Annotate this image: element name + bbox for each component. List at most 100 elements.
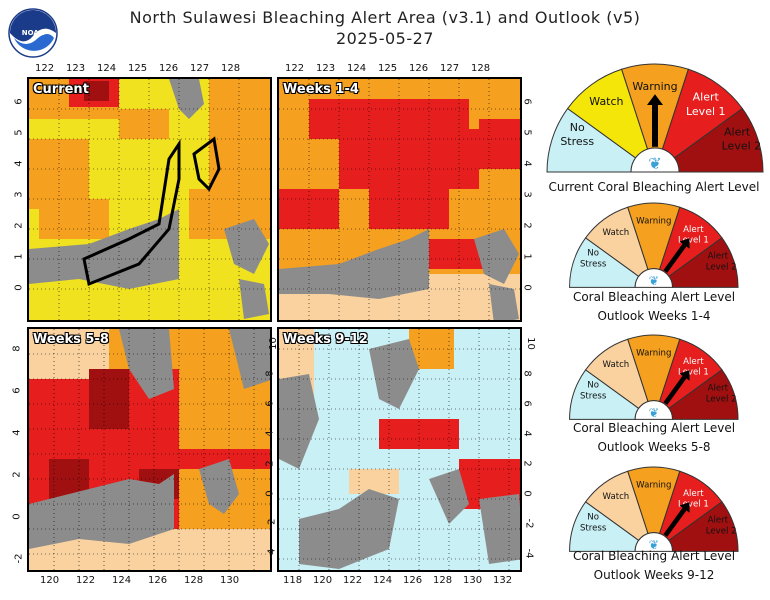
lat-tick: 5 [521, 129, 533, 136]
gauge-segment-label: Level 2 [722, 139, 762, 152]
gauge-subcaption: Outlook Weeks 5-8 [597, 440, 711, 454]
gauge-needle [663, 243, 687, 273]
gauge-segment-label: Warning [632, 80, 677, 93]
coral-glyph: ❦ [648, 154, 661, 173]
lon-tick: 126 [403, 575, 423, 586]
gauge-needle-head [679, 370, 690, 381]
gauge-segment-label: Warning [636, 480, 671, 490]
lon-tick: 128 [433, 575, 453, 586]
lat-tick: 2 [521, 222, 533, 229]
gauge-segment-label: Level 2 [706, 395, 737, 405]
lat-tick: -2 [266, 518, 278, 529]
gauge-subcaption: Outlook Weeks 1-4 [597, 309, 711, 323]
gauge-segment-label: Watch [603, 492, 630, 502]
gauge-segment-label: No [570, 121, 585, 134]
lat-tick: 2 [11, 471, 23, 478]
gauge-segment-label: No [587, 380, 599, 390]
lon-tick: 130 [463, 575, 483, 586]
lat-tick: 2 [521, 460, 533, 467]
gauge-caption: Coral Bleaching Alert Level [572, 549, 736, 563]
lat-tick: 0 [521, 490, 533, 497]
gauge-segment-label: Alert [708, 252, 729, 262]
map-panel-weeks-5-8: Weeks 5-8 [27, 327, 272, 572]
lat-tick: 8 [521, 370, 533, 377]
gauge-caption: Coral Bleaching Alert Level [572, 421, 736, 435]
gauge-segment-label: Watch [603, 360, 630, 370]
gauge-segment-label: Alert [683, 489, 704, 499]
lon-tick: 124 [347, 63, 367, 74]
gauge-segment-label: Watch [603, 228, 630, 238]
lon-tick: 124 [97, 63, 117, 74]
lat-tick: 6 [13, 98, 25, 105]
gauge-needle [663, 375, 687, 405]
lat-tick: 3 [521, 191, 533, 198]
gauge-segment-label: Level 2 [706, 263, 737, 273]
gauge-segment-label: Alert [683, 357, 704, 367]
lon-tick: 118 [283, 575, 303, 586]
lat-tick: -2 [523, 518, 535, 529]
lat-tick: 2 [264, 460, 276, 467]
gauge-caption: Current Coral Bleaching Alert Level [548, 180, 760, 194]
lon-tick: 120 [313, 575, 333, 586]
lon-tick: 124 [373, 575, 393, 586]
gauge-needle-head [679, 502, 690, 513]
lon-tick: 122 [76, 575, 96, 586]
lat-tick: 6 [521, 400, 533, 407]
gauge-needle-head [647, 94, 663, 106]
gauge-segment-label: Warning [636, 216, 671, 226]
gauge-segment-label: No [587, 512, 599, 522]
lon-tick: 122 [35, 63, 55, 74]
map-panel-current: Current [27, 77, 272, 322]
gauge-needle-head [679, 238, 690, 249]
lat-tick: 4 [521, 160, 533, 167]
lon-tick: 125 [378, 63, 398, 74]
coral-glyph: ❦ [649, 405, 659, 420]
lon-tick: 128 [184, 575, 204, 586]
lat-tick: 6 [521, 98, 533, 105]
gauge-segment-label: Stress [580, 259, 607, 269]
gauge-segment-label: Alert [693, 91, 720, 104]
gauge-segment-label: Level 2 [706, 527, 737, 537]
gauge-subcaption: Outlook Weeks 9-12 [593, 568, 715, 582]
lat-tick: -4 [523, 548, 535, 559]
lat-tick: 4 [13, 160, 25, 167]
lon-tick: 128 [221, 63, 241, 74]
lat-tick: 0 [521, 284, 533, 291]
lat-tick: 1 [521, 253, 533, 260]
coral-icon [634, 532, 674, 552]
lon-tick: 126 [148, 575, 168, 586]
page-date: 2025-05-27 [336, 29, 434, 48]
lat-tick: 6 [264, 400, 276, 407]
lat-tick: 4 [521, 430, 533, 437]
coral-icon [630, 147, 680, 173]
coral-icon [634, 268, 674, 288]
panel-label-weeks-1-4: Weeks 1-4 [283, 82, 359, 97]
lat-tick: 10 [524, 337, 536, 350]
lon-tick: 123 [66, 63, 86, 74]
lat-tick: 3 [13, 191, 25, 198]
gauge-segment-label: Alert [708, 516, 729, 526]
logo-text: NOAA [22, 29, 45, 37]
lon-tick: 122 [285, 63, 305, 74]
panel-label-weeks-5-8: Weeks 5-8 [33, 332, 109, 347]
lat-tick: -4 [266, 548, 278, 559]
gauge-segment-label: Stress [580, 391, 607, 401]
lat-tick: 2 [13, 222, 25, 229]
panel-label-current: Current [33, 82, 89, 97]
map-panel-weeks-9-12: Weeks 9-12 [277, 327, 522, 572]
lon-tick: 125 [128, 63, 148, 74]
lat-tick: 1 [13, 253, 25, 260]
lat-tick: 0 [11, 513, 23, 520]
gauge-segment-label: Level 1 [686, 105, 726, 118]
lon-tick: 128 [471, 63, 491, 74]
gauge-caption: Coral Bleaching Alert Level [572, 290, 736, 304]
lat-tick: 4 [264, 430, 276, 437]
panel-label-weeks-9-12: Weeks 9-12 [283, 332, 368, 347]
gauge-needle [663, 507, 687, 537]
gauge-segment-label: Warning [636, 348, 671, 358]
lon-tick: 132 [493, 575, 513, 586]
map-weeks-5-8 [29, 329, 270, 570]
lat-tick: 0 [13, 284, 25, 291]
